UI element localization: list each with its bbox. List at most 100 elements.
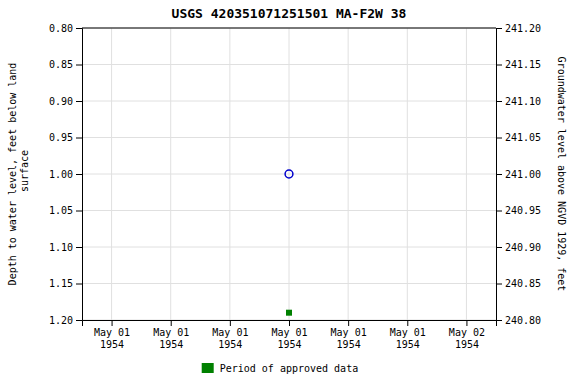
y-tick-label: 0.95 [49, 132, 73, 143]
point [285, 170, 293, 178]
x-tick: May 011954 [94, 320, 130, 350]
y-tick: 1.15 [49, 278, 82, 289]
y2-tick-mark [496, 65, 502, 66]
series [285, 170, 293, 178]
series [286, 310, 292, 316]
y2-tick: 241.15 [496, 59, 541, 70]
marks [285, 170, 293, 316]
y2-tick-mark [496, 101, 502, 102]
title: USGS 420351071251501 MA-F2W 38 [172, 6, 407, 21]
y2-tick-label: 241.00 [505, 169, 541, 180]
y-tick-label: 1.05 [49, 205, 73, 216]
y-tick-mark [76, 284, 82, 285]
y2-tick-label: 240.95 [505, 205, 541, 216]
y2-tick-mark [496, 284, 502, 285]
x-tick-label: May 011954 [331, 327, 367, 350]
x-tick-label: May 011954 [271, 327, 307, 350]
y-tick-label: 1.10 [49, 242, 73, 253]
y2-tick-mark [496, 28, 502, 29]
y-tick-mark [76, 174, 82, 175]
y2-tick: 240.80 [496, 315, 541, 326]
grid-line-x [170, 28, 171, 320]
x-tick: May 021954 [449, 320, 485, 350]
y-tick: 0.90 [49, 96, 82, 107]
grid [82, 28, 496, 320]
y-tick-mark [76, 101, 82, 102]
x-axis: May 011954 May 011954 May 011954 May 011954… [83, 320, 497, 350]
x-tick-label: May 011954 [390, 327, 426, 350]
x-tick-label: May 011954 [153, 327, 189, 350]
y-tick-mark [76, 247, 82, 248]
y-tick: 0.95 [49, 132, 82, 143]
x-tick: May 011954 [390, 320, 426, 350]
y2-tick-mark [496, 247, 502, 248]
y-tick-label: 1.20 [49, 315, 73, 326]
y2-tick-label: 241.10 [505, 96, 541, 107]
y2-tick: 241.20 [496, 23, 541, 34]
x-tick-mark [171, 320, 172, 326]
y-tick-mark [76, 28, 82, 29]
y-tick: 0.85 [49, 59, 82, 70]
x-tick-mark [230, 320, 231, 326]
y2-tick-label: 241.20 [505, 23, 541, 34]
y-tick: 1.10 [49, 242, 82, 253]
y2-tick: 240.85 [496, 278, 541, 289]
y2-tick-label: 241.15 [505, 59, 541, 70]
x-tick-mark [112, 320, 113, 326]
y2-tick-mark [496, 174, 502, 175]
frame-top [82, 28, 496, 29]
x-tick: May 011954 [271, 320, 307, 350]
y-tick-mark [76, 211, 82, 212]
x-tick-mark [348, 320, 349, 326]
x-tick-label: May 011954 [94, 327, 130, 350]
y-axis-line [76, 29, 83, 321]
y2-tick-label: 240.85 [505, 278, 541, 289]
x-tick-mark [466, 320, 467, 326]
y2-axis-line [497, 29, 503, 321]
y2-axis: 241.20 241.15 241.10 241.05 241.00 240.95 240.… [496, 23, 541, 326]
x-tick-mark [407, 320, 408, 326]
x-tick: May 011954 [212, 320, 248, 350]
y-tick-label: 0.80 [49, 23, 73, 34]
legend: Period of approved data [202, 363, 358, 374]
grid-line-x [466, 28, 467, 320]
grid-line-y [82, 28, 496, 29]
y-tick-label: 0.90 [49, 96, 73, 107]
y2-tick-label: 241.05 [505, 132, 541, 143]
grid-line-x [229, 28, 230, 320]
y2-tick: 240.95 [496, 205, 541, 216]
y2-tick-mark [496, 211, 502, 212]
grid-line-x [289, 28, 290, 320]
y-tick-label: 0.85 [49, 59, 73, 70]
y2-tick-mark [496, 138, 502, 139]
y2-tick: 240.90 [496, 242, 541, 253]
y-axis: 0.80 0.85 0.90 0.95 1.00 1.05 1.10 1.15 1.20 [49, 23, 83, 326]
y2-tick: 241.00 [496, 169, 541, 180]
legend-label: Period of approved data [220, 363, 358, 374]
y2-tick: 241.10 [496, 96, 541, 107]
chart: May 011954 May 011954 May 011954 May 011954… [0, 0, 576, 384]
y2-tick-mark [496, 320, 502, 321]
grid-line-x [407, 28, 408, 320]
x-tick-label: May 011954 [212, 327, 248, 350]
y-tick-label: 1.00 [49, 169, 73, 180]
y2-tick: 241.05 [496, 132, 541, 143]
x-tick-label: May 021954 [449, 327, 485, 350]
point [286, 310, 292, 316]
x-tick: May 011954 [331, 320, 367, 350]
y-tick: 1.20 [49, 315, 82, 326]
y-tick: 1.05 [49, 205, 82, 216]
y-tick: 0.80 [49, 23, 82, 34]
legend-item: Period of approved data [202, 363, 358, 374]
y2-tick-label: 240.90 [505, 242, 541, 253]
y-tick-mark [76, 138, 82, 139]
grid-line-x [348, 28, 349, 320]
y-tick-label: 1.15 [49, 278, 73, 289]
y2-tick-label: 240.80 [505, 315, 541, 326]
y-tick: 1.00 [49, 169, 82, 180]
plot: May 011954 May 011954 May 011954 May 011954… [49, 23, 541, 350]
legend-swatch [202, 363, 214, 373]
x-tick-mark [289, 320, 290, 326]
y-axis-title: Depth to water level, feet below land su… [7, 63, 30, 286]
y-tick-mark [76, 320, 82, 321]
